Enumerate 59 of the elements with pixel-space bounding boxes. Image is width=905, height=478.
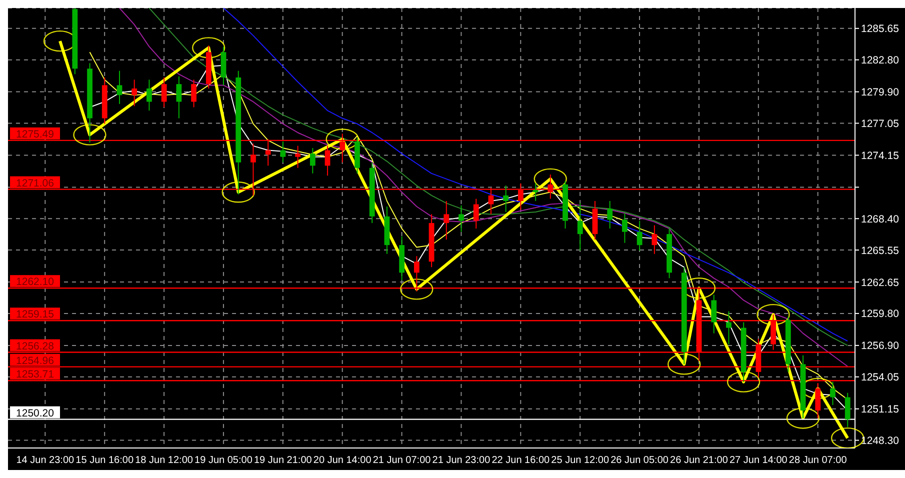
candlestick	[295, 145, 301, 168]
x-tick-label: 20 Jun 14:00	[313, 455, 372, 466]
y-tick-label: 1274.15	[861, 150, 900, 162]
x-tick-label: 19 Jun 21:00	[254, 455, 312, 466]
candlestick	[132, 79, 138, 107]
y-tick-label: 1259.80	[861, 308, 900, 320]
y-tick-label: 1277.05	[861, 118, 900, 130]
candlestick	[324, 145, 330, 176]
ref-line-label: 1250.20	[16, 407, 54, 420]
candlestick	[280, 140, 286, 163]
x-tick-label: 22 Jun 16:00	[492, 455, 550, 466]
candlestick	[830, 381, 836, 406]
candlestick	[503, 185, 509, 213]
candlestick	[711, 294, 717, 334]
candlestick	[176, 76, 182, 119]
candlestick	[532, 182, 538, 202]
x-tick-label: 25 Jun 12:00	[551, 455, 610, 466]
y-tick-label: 1254.05	[861, 372, 900, 384]
x-tick-label: 15 Jun 16:00	[76, 455, 134, 466]
y-tick-label: 1251.15	[861, 404, 900, 416]
candlestick	[815, 382, 821, 419]
x-tick-label: 21 Jun 07:00	[372, 455, 432, 466]
y-tick-label: 1285.65	[861, 23, 900, 36]
x-tick-label: 27 Jun 14:00	[730, 455, 788, 466]
candlestick	[116, 70, 122, 104]
x-tick-label: 28 Jun 07:00	[788, 455, 848, 466]
candlestick	[844, 392, 850, 428]
candlestick	[310, 148, 316, 174]
candlestick	[458, 204, 464, 232]
candlestick	[444, 200, 450, 240]
ref-line-label: 1262.10	[16, 276, 54, 288]
ref-line-label: 1275.49	[16, 128, 54, 140]
candlestick	[161, 76, 167, 108]
x-tick-label: 14 Jun 23:00	[16, 455, 74, 466]
x-tick-label: 26 Jun 05:00	[610, 455, 669, 466]
candlestick	[652, 224, 658, 254]
candlestick	[473, 198, 479, 230]
candlestick	[636, 220, 642, 252]
ref-line-label: 1256.28	[16, 340, 54, 352]
candlestick	[191, 79, 196, 108]
candlestick	[622, 212, 628, 244]
y-tick-label: 1265.55	[861, 244, 900, 257]
x-tick-label: 26 Jun 21:00	[670, 455, 728, 466]
candlestick	[726, 310, 732, 345]
x-tick-label: 18 Jun 12:00	[135, 455, 194, 466]
y-tick-label: 1268.40	[861, 213, 900, 226]
candlestick	[607, 200, 613, 230]
ref-line-label: 1271.06	[16, 177, 54, 190]
ref-line-label: 1254.96	[16, 354, 54, 367]
x-tick-label: 21 Jun 23:00	[432, 455, 491, 466]
y-tick-label: 1279.90	[861, 86, 900, 99]
ref-line-label: 1253.71	[16, 368, 54, 381]
ref-line-label: 1259.15	[16, 308, 54, 321]
y-tick-label: 1262.65	[861, 276, 900, 289]
candlestick	[146, 79, 152, 112]
candlestick	[577, 202, 583, 252]
y-tick-label: 1282.80	[861, 54, 900, 67]
y-tick-label: 1256.90	[861, 340, 900, 352]
x-tick-label: 19 Jun 05:00	[194, 455, 253, 466]
